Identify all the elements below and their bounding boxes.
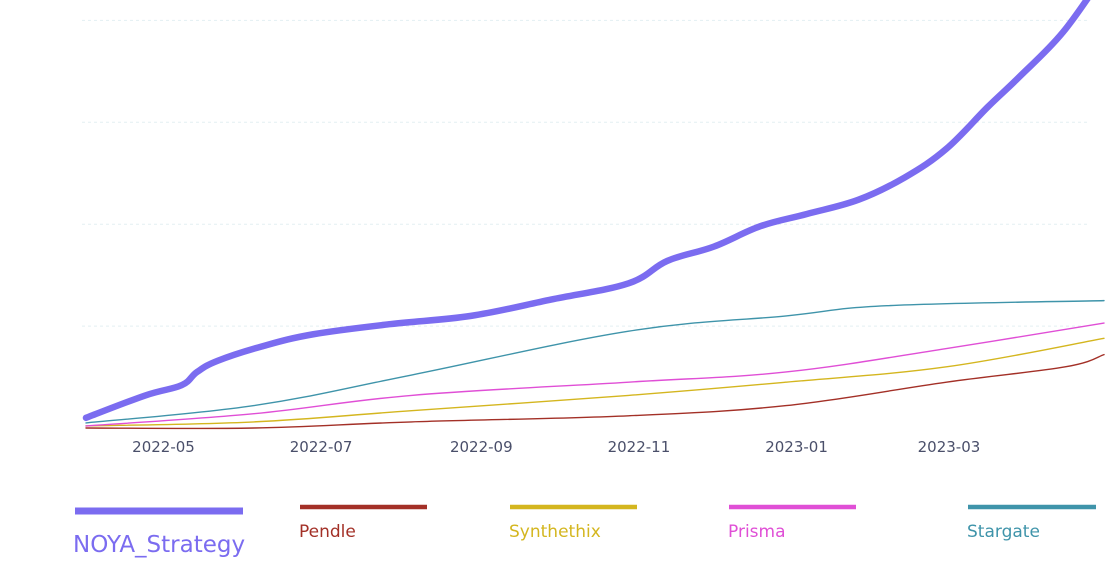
- series-line-stargate: [85, 299, 1105, 424]
- grid-lines: [82, 19, 1088, 327]
- x-tick-label-1: 2022-07: [290, 438, 353, 456]
- legend-label-synthethix: Synthethix: [509, 522, 601, 542]
- x-tick-label-3: 2022-11: [608, 438, 671, 456]
- x-tick-label-0: 2022-05: [132, 438, 195, 456]
- legend-label-noya-strategy: NOYA_Strategy: [73, 532, 245, 558]
- x-tick-label-4: 2023-01: [765, 438, 828, 456]
- x-axis-ticks: 2022-05 2022-07 2022-09 2022-11 2023-01 2023-…: [132, 438, 980, 456]
- series-line-prisma: [85, 322, 1105, 427]
- series-line-noya-strategy: [82, 0, 1091, 422]
- legend: NOYA_Strategy Pendle Synthethix Prisma Starg…: [73, 504, 1096, 558]
- series-line-synthethix: [85, 337, 1105, 427]
- legend-label-stargate: Stargate: [967, 522, 1040, 542]
- x-tick-label-2: 2022-09: [450, 438, 513, 456]
- x-tick-label-5: 2023-03: [918, 438, 981, 456]
- series-lines: [82, 0, 1105, 430]
- series-line-pendle: [85, 353, 1105, 430]
- legend-label-pendle: Pendle: [299, 522, 356, 542]
- legend-label-prisma: Prisma: [728, 522, 786, 542]
